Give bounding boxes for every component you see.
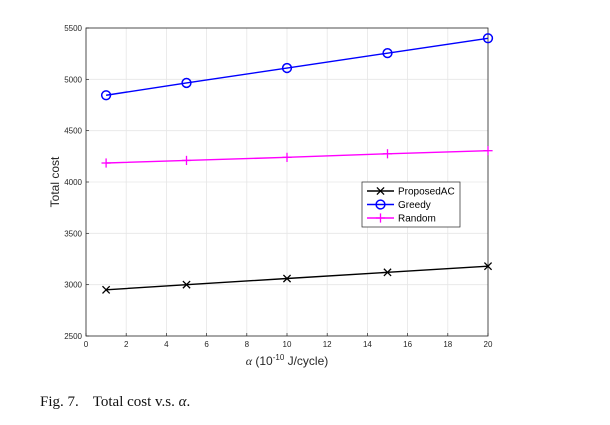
x-tick-label: 16	[403, 340, 412, 349]
data-point-random	[282, 152, 292, 162]
y-tick-label: 5000	[64, 75, 82, 84]
x-axis-exponent: -10	[273, 353, 285, 362]
x-tick-label: 6	[204, 340, 209, 349]
data-point-proposedac	[383, 268, 392, 277]
y-tick-label: 4000	[64, 178, 82, 187]
caption-end: .	[186, 394, 191, 410]
data-point-greedy	[382, 48, 393, 59]
series-proposedac	[102, 262, 493, 294]
series-random	[101, 146, 493, 168]
data-point-random	[181, 155, 192, 166]
x-tick-label: 20	[484, 340, 493, 349]
x-tick-label: 14	[363, 340, 372, 349]
x-tick-label: 2	[124, 340, 129, 349]
legend-label-greedy: Greedy	[398, 200, 431, 211]
data-point-proposedac	[102, 285, 111, 294]
legend-item-greedy: Greedy	[367, 199, 431, 211]
x-tick-label: 18	[443, 340, 452, 349]
x-tick-label: 12	[323, 340, 332, 349]
series-greedy	[100, 33, 494, 101]
data-point-greedy	[100, 90, 112, 101]
data-point-proposedac	[182, 280, 191, 289]
x-axis-unit: J/cycle)	[284, 354, 328, 368]
y-tick-label: 4500	[64, 127, 82, 136]
data-point-proposedac	[483, 262, 493, 271]
data-point-greedy	[181, 77, 192, 89]
caption-text: Total cost v.s.	[92, 394, 179, 410]
data-point-greedy	[281, 62, 293, 74]
x-tick-label: 4	[164, 340, 169, 349]
figure-number: Fig. 7.	[40, 394, 79, 410]
data-point-random	[101, 158, 111, 168]
figure-caption: Fig. 7. Total cost v.s. α.	[40, 394, 190, 411]
y-tick-label: 2500	[64, 332, 82, 341]
legend-item-random: Random	[367, 213, 436, 225]
legend: ProposedAC Greedy Random	[361, 181, 461, 228]
x-axis-label: α (10-10 J/cycle)	[246, 353, 329, 368]
data-series	[100, 33, 494, 294]
legend-label-random: Random	[398, 214, 436, 225]
legend-label-proposedac: ProposedAC	[398, 187, 455, 198]
data-point-random	[483, 146, 493, 156]
legend-item-proposedac: ProposedAC	[367, 187, 455, 198]
y-axis-label: Total cost	[48, 156, 62, 207]
total-cost-chart: 0 2 4 6 8 10 12 14 16 18 20 2500 3000 3500 4000 4500 500…	[48, 24, 494, 368]
x-tick-label: 10	[283, 340, 292, 349]
caption-alpha-symbol: α	[178, 394, 187, 410]
legend-marker-greedy	[375, 199, 386, 210]
series-line-proposedac	[106, 265, 489, 291]
series-line-greedy	[105, 37, 489, 96]
y-tick-label: 5500	[64, 24, 82, 33]
data-point-proposedac	[282, 274, 292, 283]
x-axis-alpha-symbol: α	[246, 354, 253, 368]
legend-marker-proposedac	[376, 186, 385, 196]
legend-marker-random	[375, 213, 386, 223]
series-line-random	[106, 149, 489, 164]
x-axis-unit-prefix: (10	[255, 354, 273, 368]
y-tick-label: 3000	[64, 281, 82, 290]
y-tick-label: 3500	[64, 229, 82, 238]
data-point-greedy	[482, 33, 494, 44]
x-tick-label: 0	[84, 340, 89, 349]
data-point-random	[382, 149, 393, 159]
axis-ticks: 0 2 4 6 8 10 12 14 16 18 20 2500 3000 3500 4000 4500 500…	[64, 24, 493, 349]
x-tick-label: 8	[245, 340, 250, 349]
